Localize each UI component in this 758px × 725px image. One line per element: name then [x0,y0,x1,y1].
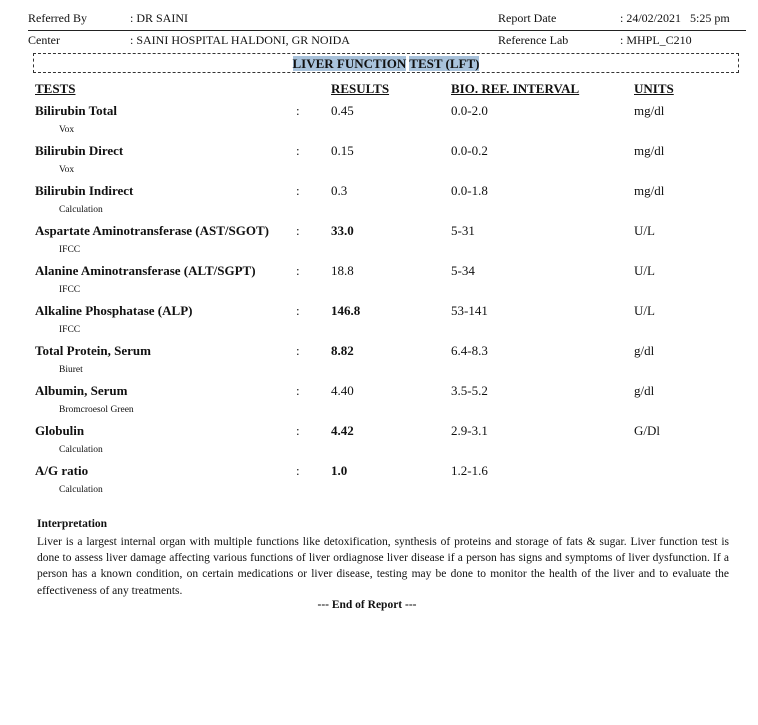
test-method: IFCC [59,325,81,335]
separator-colon: : [296,223,300,238]
separator-colon: : [296,463,300,478]
column-header-units: UNITS [634,81,674,96]
column-header-tests: TESTS [35,81,76,96]
test-result: 4.42 [331,423,354,438]
center-value: : SAINI HOSPITAL HALDONI, GR NOIDA [130,33,350,47]
referred-by-label: Referred By [28,11,87,25]
report-title-box: LIVER FUNCTION TEST (LFT) [33,53,739,73]
test-method: IFCC [59,285,81,295]
table-row: Aspartate Aminotransferase (AST/SGOT): 33… [0,220,758,260]
test-method: Calculation [59,205,103,215]
center-label: Center [28,33,60,47]
header-divider [28,30,746,31]
reference-interval: 1.2-1.6 [451,463,488,478]
report-title-part2: TEST (LFT) [409,56,480,71]
test-name: Bilirubin Indirect [35,183,134,198]
test-method: Vox [59,125,75,135]
test-method: Bromcroesol Green [59,405,134,415]
test-unit: mg/dl [634,143,665,158]
test-result: 33.0 [331,223,354,238]
reference-interval: 0.0-0.2 [451,143,488,158]
separator-colon: : [296,263,300,278]
test-unit: U/L [634,303,655,318]
test-name: Aspartate Aminotransferase (AST/SGOT) [35,223,269,238]
separator-colon: : [296,303,300,318]
column-header-results: RESULTS [331,81,390,96]
report-date-value: : 24/02/2021 5:25 pm [620,11,730,25]
reference-interval: 2.9-3.1 [451,423,488,438]
test-name: A/G ratio [35,463,89,478]
reference-interval: 6.4-8.3 [451,343,488,358]
test-results-table: Bilirubin Total:0.45 0.0-2.0 mg/dl Vox Bilir… [0,100,758,500]
test-result: 0.45 [331,103,354,118]
test-method: Biuret [59,365,83,375]
test-result: 4.40 [331,383,354,398]
separator-colon: : [296,383,300,398]
table-row: A/G ratio: 1.0 1.2-1.6 Calculation [0,460,758,500]
table-row: Bilirubin Total: 0.45 0.0-2.0 mg/dl Vox [0,100,758,140]
test-unit: U/L [634,263,655,278]
separator-colon: : [296,183,300,198]
table-row: Alanine Aminotransferase (ALT/SGPT): 18.8… [0,260,758,300]
interpretation-text: Liver is a largest internal organ with m… [37,536,729,597]
reference-interval: 5-31 [451,223,475,238]
separator-colon: : [296,143,300,158]
reference-interval: 53-141 [451,303,488,318]
separator-colon: : [296,423,300,438]
column-header-interval: BIO. REF. INTERVAL [451,81,580,96]
reference-interval: 0.0-2.0 [451,103,488,118]
table-row: Alkaline Phosphatase (ALP): 146.8 53-141 U/… [0,300,758,340]
test-unit: G/Dl [634,423,660,438]
test-name: Globulin [35,423,85,438]
reference-lab-label: Reference Lab [498,33,569,47]
test-name: Alkaline Phosphatase (ALP) [35,303,193,318]
test-method: Calculation [59,485,103,495]
report-title-part1: LIVER FUNCTION [292,56,407,71]
test-result: 146.8 [331,303,361,318]
test-method: Calculation [59,445,103,455]
reference-interval: 0.0-1.8 [451,183,488,198]
test-method: Vox [59,165,75,175]
reference-interval: 3.5-5.2 [451,383,488,398]
table-row: Globulin: 4.42 2.9-3.1 G/Dl Calculation [0,420,758,460]
test-result: 0.15 [331,143,354,158]
test-name: Total Protein, Serum [35,343,151,358]
report-date-label: Report Date [498,11,557,25]
end-of-report: --- End of Report --- [317,599,417,611]
test-unit: mg/dl [634,103,665,118]
test-method: IFCC [59,245,81,255]
test-result: 1.0 [331,463,348,478]
table-row: Total Protein, Serum: 8.82 6.4-8.3 g/dl Biur… [0,340,758,380]
test-name: Bilirubin Direct [35,143,124,158]
table-row: Bilirubin Direct: 0.15 0.0-0.2 mg/dl Vox [0,140,758,180]
table-row: Albumin, Serum: 4.40 3.5-5.2 g/dl Bromcroeso… [0,380,758,420]
separator-colon: : [296,103,300,118]
test-name: Albumin, Serum [35,383,128,398]
test-name: Alanine Aminotransferase (ALT/SGPT) [35,263,256,278]
test-unit: g/dl [634,343,655,358]
reference-interval: 5-34 [451,263,475,278]
table-row: Bilirubin Indirect: 0.3 0.0-1.8 mg/dl Calcul… [0,180,758,220]
test-unit: g/dl [634,383,655,398]
report-title: LIVER FUNCTION TEST (LFT) [34,56,738,72]
interpretation-heading: Interpretation [37,518,108,530]
separator-colon: : [296,343,300,358]
test-name: Bilirubin Total [35,103,118,118]
test-unit: mg/dl [634,183,665,198]
test-result: 8.82 [331,343,354,358]
test-unit: U/L [634,223,655,238]
test-result: 0.3 [331,183,348,198]
test-result: 18.8 [331,263,354,278]
referred-by-value: : DR SAINI [130,11,189,25]
reference-lab-value: : MHPL_C210 [620,33,692,47]
